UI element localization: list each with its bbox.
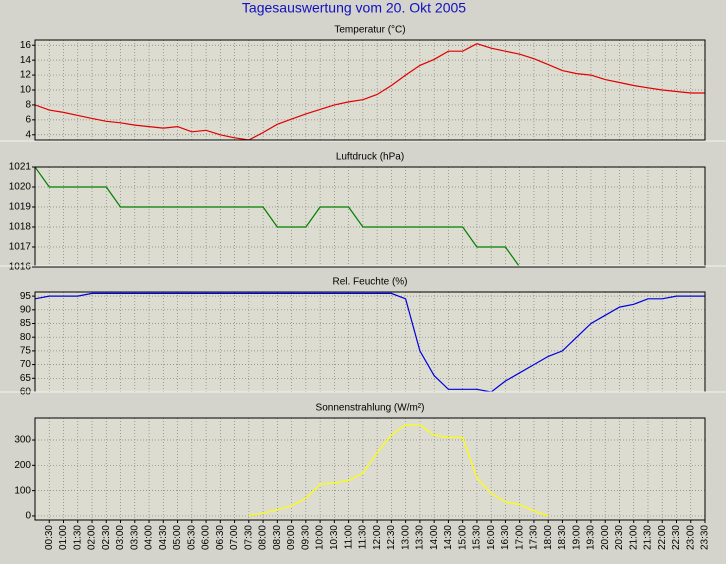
y-tick-label: 1017: [9, 242, 32, 253]
y-tick-label: 4: [25, 129, 31, 140]
x-tick-label: 05:30: [186, 525, 197, 550]
y-tick-label: 8: [25, 100, 31, 111]
x-tick-label: 09:00: [286, 525, 297, 550]
y-tick-label: 6: [25, 114, 31, 125]
x-tick-label: 17:30: [529, 525, 540, 550]
x-tick-label: 04:30: [158, 525, 169, 550]
y-tick-label: 1020: [9, 182, 32, 193]
x-tick-label: 19:00: [571, 525, 582, 550]
x-tick-label: 06:30: [215, 525, 226, 550]
y-tick-label: 300: [14, 435, 31, 446]
x-tick-label: 14:30: [443, 525, 454, 550]
x-tick-label: 07:30: [243, 525, 254, 550]
chart-title: Sonnenstrahlung (W/m²): [316, 403, 425, 414]
y-tick-label: 200: [14, 460, 31, 471]
y-tick-label: 75: [20, 346, 32, 357]
y-tick-label: 85: [20, 318, 32, 329]
data-line: [248, 424, 549, 517]
chart-title: Temperatur (°C): [334, 25, 405, 36]
x-tick-label: 12:30: [386, 525, 397, 550]
x-tick-label: 19:30: [586, 525, 597, 550]
x-tick-label: 10:00: [315, 525, 326, 550]
plot-border: [34, 166, 706, 268]
x-tick-label: 15:30: [472, 525, 483, 550]
y-tick-label: 90: [20, 304, 32, 315]
y-tick-label: 14: [20, 55, 32, 66]
x-tick-label: 22:00: [657, 525, 668, 550]
x-tick-label: 03:30: [129, 525, 140, 550]
x-tick-label: 16:00: [486, 525, 497, 550]
data-line: [35, 292, 705, 392]
x-tick-label: 04:00: [144, 525, 155, 550]
x-tick-label: 21:00: [628, 525, 639, 550]
x-tick-label: 12:00: [372, 525, 383, 550]
x-tick-label: 20:30: [614, 525, 625, 550]
x-tick-label: 01:30: [72, 525, 83, 550]
x-tick-label: 21:30: [643, 525, 654, 550]
data-line: [35, 167, 521, 267]
y-tick-label: 1019: [9, 202, 32, 213]
x-tick-label: 14:00: [429, 525, 440, 550]
x-tick-label: 18:30: [557, 525, 568, 550]
y-tick-label: 16: [20, 40, 32, 51]
x-tick-label: 05:00: [172, 525, 183, 550]
chart-title: Rel. Feuchte (%): [332, 277, 407, 288]
y-tick-label: 1018: [9, 222, 32, 233]
x-tick-label: 22:30: [671, 525, 682, 550]
chart-title: Luftdruck (hPa): [336, 152, 404, 163]
x-tick-label: 08:00: [258, 525, 269, 550]
y-tick-label: 95: [20, 291, 32, 302]
plot-area: [35, 167, 705, 267]
x-tick-label: 13:00: [400, 525, 411, 550]
x-tick-label: 23:30: [700, 525, 711, 550]
x-tick-label: 01:00: [58, 525, 69, 550]
x-tick-label: 03:00: [115, 525, 126, 550]
y-tick-label: 1016: [9, 262, 32, 273]
x-tick-label: 11:00: [343, 525, 354, 550]
x-tick-label: 13:30: [415, 525, 426, 550]
y-tick-label: 12: [20, 70, 32, 81]
x-tick-label: 07:00: [229, 525, 240, 550]
x-tick-label: 08:30: [272, 525, 283, 550]
x-tick-label: 09:30: [300, 525, 311, 550]
x-tick-label: 16:30: [500, 525, 511, 550]
x-tick-label: 18:00: [543, 525, 554, 550]
x-tick-label: 11:30: [358, 525, 369, 550]
y-tick-label: 65: [20, 373, 32, 384]
y-tick-label: 80: [20, 332, 32, 343]
data-line: [35, 43, 705, 140]
y-tick-label: 10: [20, 85, 32, 96]
plot-border: [34, 417, 706, 521]
plot-area: [35, 418, 705, 520]
page-title: Tagesauswertung vom 20. Okt 2005: [242, 0, 466, 16]
y-tick-label: 100: [14, 485, 31, 496]
x-tick-label: 23:00: [685, 525, 696, 550]
plot-area: [35, 292, 705, 392]
x-tick-label: 00:30: [44, 525, 55, 550]
x-tick-label: 17:00: [514, 525, 525, 550]
x-tick-label: 15:00: [457, 525, 468, 550]
x-tick-label: 02:00: [87, 525, 98, 550]
x-tick-label: 02:30: [101, 525, 112, 550]
plot-border: [34, 39, 706, 141]
y-tick-label: 70: [20, 359, 32, 370]
x-tick-label: 10:30: [329, 525, 340, 550]
x-tick-label: 06:00: [201, 525, 212, 550]
y-tick-label: 0: [25, 511, 31, 522]
y-tick-label: 1021: [9, 162, 32, 173]
x-tick-label: 20:00: [600, 525, 611, 550]
